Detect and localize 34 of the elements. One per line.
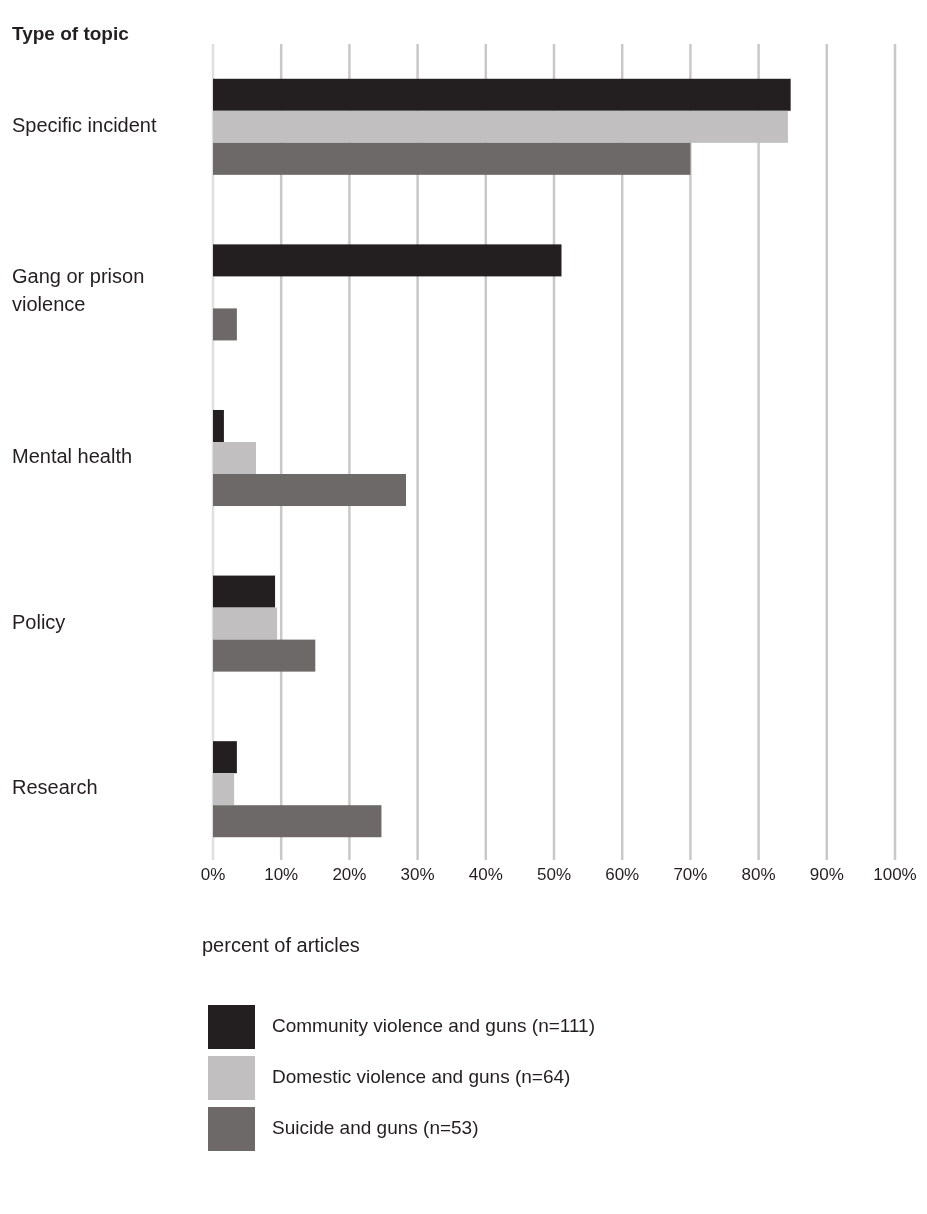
bar (213, 78, 791, 111)
y-tick-label: Mental health (12, 445, 133, 468)
y-tick-label: Specific incident (12, 114, 157, 137)
x-tick-label: 0% (200, 865, 226, 884)
bar (213, 244, 562, 277)
x-tick-label: 30% (400, 865, 435, 884)
chart-title: Type of topic (12, 23, 130, 44)
y-tick-label: Policy (12, 610, 66, 633)
x-tick-label: 50% (536, 865, 572, 884)
bar (213, 639, 316, 672)
x-tick-label: 80% (741, 865, 776, 884)
x-tick-label: 90% (809, 865, 844, 884)
bar (213, 575, 276, 608)
y-tick-label: Research (12, 776, 98, 799)
bar (213, 441, 256, 475)
y-tick-label: Gang or prison violence (12, 265, 145, 316)
bar (213, 308, 237, 341)
x-tick-label: 40% (468, 865, 503, 884)
bar (213, 607, 278, 640)
bar (213, 741, 237, 774)
legend-label: Domestic violence and guns (n=64) (272, 1066, 571, 1088)
bar (213, 142, 691, 175)
bar (213, 409, 224, 442)
legend-label: Community violence and guns (n=111) (272, 1015, 595, 1037)
bar (213, 773, 235, 806)
x-axis-title: percent of articles (202, 934, 360, 956)
x-tick-label: 100% (873, 865, 917, 884)
x-tick-label: 60% (605, 865, 640, 884)
x-tick-label: 20% (332, 865, 367, 884)
bar (213, 805, 382, 838)
legend-label: Suicide and guns (n=53) (272, 1117, 479, 1139)
x-tick-label: 10% (264, 865, 299, 884)
bar (213, 474, 407, 507)
x-tick-label: 70% (673, 865, 708, 884)
